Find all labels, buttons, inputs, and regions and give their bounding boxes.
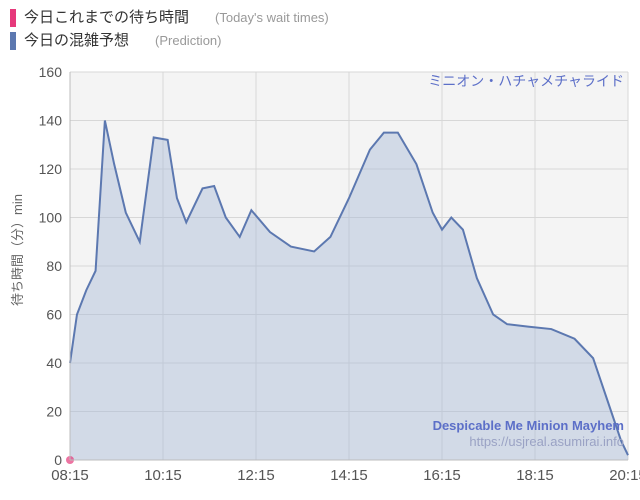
svg-text:https://usjreal.asumirai.info: https://usjreal.asumirai.info	[469, 434, 624, 449]
svg-text:待ち時間（分）min: 待ち時間（分）min	[10, 194, 25, 306]
svg-text:08:15: 08:15	[51, 467, 89, 484]
wait-time-chart: 0 20 40 60 80 100 120 140 160 08:15 10:15 12:15 14:1…	[0, 0, 640, 500]
svg-text:16:15: 16:15	[423, 467, 461, 484]
svg-text:120: 120	[39, 161, 63, 177]
svg-text:12:15: 12:15	[237, 467, 275, 484]
svg-text:14:15: 14:15	[330, 467, 368, 484]
svg-text:40: 40	[46, 355, 62, 371]
svg-text:20: 20	[46, 404, 62, 420]
svg-text:100: 100	[39, 210, 63, 226]
svg-text:60: 60	[46, 307, 62, 323]
svg-text:140: 140	[39, 113, 63, 129]
svg-text:10:15: 10:15	[144, 467, 182, 484]
svg-text:0: 0	[54, 452, 62, 468]
svg-text:20:15: 20:15	[609, 467, 640, 484]
svg-text:18:15: 18:15	[516, 467, 554, 484]
svg-text:80: 80	[46, 258, 62, 274]
svg-text:Despicable Me Minion Mayhem: Despicable Me Minion Mayhem	[433, 418, 624, 433]
svg-text:ミニオン・ハチャメチャライド: ミニオン・ハチャメチャライド	[428, 73, 624, 89]
svg-text:160: 160	[39, 64, 63, 80]
